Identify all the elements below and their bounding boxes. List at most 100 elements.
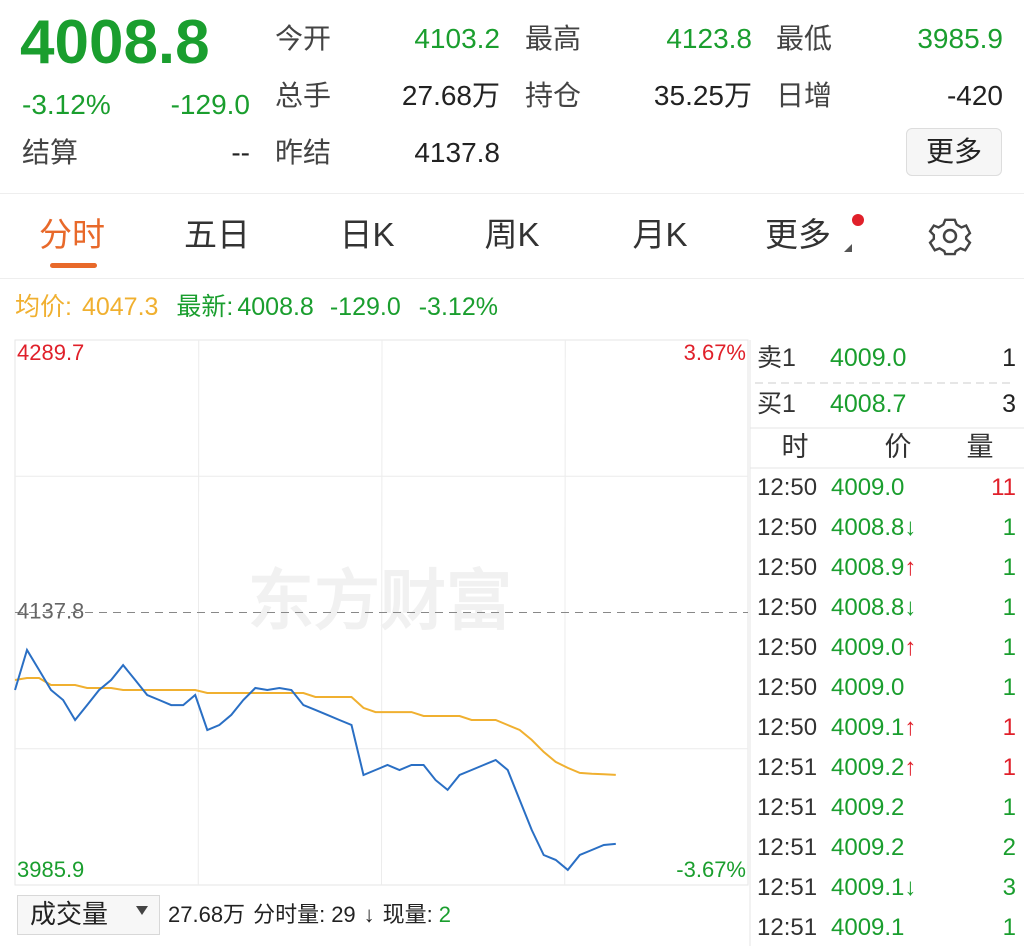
- current-value: 2: [438, 902, 452, 927]
- tab[interactable]: 月K: [632, 216, 688, 253]
- book-price: 4008.7: [830, 390, 907, 418]
- field-value: 4103.2: [414, 23, 500, 54]
- volume-selector[interactable]: 成交量: [30, 899, 109, 929]
- trade-time: 12:50: [757, 554, 818, 581]
- trade-price: 4009.1: [831, 914, 905, 941]
- y2-tick-label: -3.67%: [676, 857, 746, 882]
- column-header: 量: [966, 432, 994, 462]
- field-value: 4137.8: [414, 137, 500, 168]
- trade-time: 12:51: [757, 754, 818, 781]
- field-label: 持仓: [525, 80, 582, 111]
- latest-value: 4008.8: [237, 293, 314, 321]
- trade-price-cell: 4009.1↑: [831, 714, 916, 743]
- field-label: 昨结: [275, 137, 332, 168]
- trade-volume: 1: [1002, 594, 1016, 621]
- tab[interactable]: 更多: [765, 216, 831, 253]
- trade-volume: 1: [1002, 514, 1016, 541]
- latest-change: -129.0: [329, 293, 401, 321]
- dropdown-caret: [136, 906, 148, 915]
- trade-price: 4008.8: [831, 514, 905, 541]
- trade-price-cell: 4008.8↓: [831, 594, 916, 623]
- y-tick-label: 4137.8: [17, 598, 84, 623]
- trade-price-cell: 4008.8↓: [831, 514, 916, 543]
- tab[interactable]: 分时: [39, 216, 105, 253]
- red-dot: [852, 214, 864, 226]
- trade-volume: 1: [1002, 754, 1016, 781]
- trade-volume: 1: [1002, 714, 1016, 741]
- trade-price-cell: 4009.0: [831, 474, 904, 503]
- trade-arrow: ↓: [904, 514, 917, 541]
- trade-volume: 1: [1002, 794, 1016, 821]
- column-header: 价: [884, 432, 912, 462]
- last-price: 4008.8: [20, 8, 210, 77]
- trade-time: 12:50: [757, 514, 818, 541]
- book-side: 卖1: [757, 344, 796, 372]
- interval-value: 29: [331, 902, 356, 927]
- trade-arrow: ↑: [904, 634, 917, 661]
- latest-pct: -3.12%: [418, 293, 498, 321]
- trade-price-cell: 4009.1: [831, 914, 904, 943]
- trade-arrow: ↓: [904, 594, 917, 621]
- tab[interactable]: 周K: [484, 216, 540, 253]
- trade-arrow: ↑: [904, 714, 917, 741]
- book-volume: 3: [1002, 390, 1016, 418]
- tab-underline: [50, 263, 97, 268]
- y-tick-label: 3985.9: [17, 857, 84, 882]
- series-line: [14, 677, 616, 776]
- trade-arrow: ↑: [904, 554, 917, 581]
- field-label: 总手: [275, 80, 332, 111]
- change: -129.0: [170, 89, 250, 120]
- field-label: 最高: [525, 23, 582, 54]
- more-button[interactable]: 更多: [906, 128, 1002, 176]
- field-value: 4123.8: [666, 23, 752, 54]
- trade-time: 12:50: [757, 474, 818, 501]
- field-value: 3985.9: [917, 23, 1003, 54]
- trade-price-cell: 4009.2: [831, 834, 904, 863]
- y2-tick-label: 3.67%: [684, 340, 746, 365]
- trade-price: 4009.0: [831, 674, 905, 701]
- trade-price: 4009.2: [831, 794, 905, 821]
- trade-price: 4009.2: [831, 834, 905, 861]
- field-value: 27.68万: [401, 80, 500, 111]
- tab[interactable]: 五日: [184, 216, 250, 253]
- avg-label: 均价:: [15, 293, 72, 321]
- trade-price-cell: 4009.2↑: [831, 754, 916, 783]
- column-header: 时: [781, 432, 809, 462]
- field-value: -420: [946, 80, 1003, 111]
- volume-selector-box[interactable]: [17, 895, 160, 935]
- trade-volume: 1: [1002, 554, 1016, 581]
- trade-volume: 11: [991, 474, 1016, 501]
- tab[interactable]: 日K: [339, 216, 395, 253]
- book-price: 4009.0: [830, 344, 907, 372]
- trade-price: 4009.0: [831, 634, 905, 661]
- trade-time: 12:50: [757, 674, 818, 701]
- trade-volume: 3: [1002, 874, 1016, 901]
- trade-price: 4008.8: [831, 594, 905, 621]
- trade-price-cell: 4009.0: [831, 674, 904, 703]
- trade-time: 12:51: [757, 914, 818, 941]
- volume-info: 27.68万 分时量: 29 ↓ 现量: 2: [168, 902, 451, 928]
- trade-volume: 1: [1002, 674, 1016, 701]
- corner-mark: [844, 244, 852, 252]
- trade-volume: 1: [1002, 914, 1016, 941]
- y-tick-label: 4289.7: [17, 340, 84, 365]
- trade-time: 12:51: [757, 794, 818, 821]
- trade-time: 12:51: [757, 874, 818, 901]
- trade-time: 12:50: [757, 634, 818, 661]
- trade-time: 12:50: [757, 714, 818, 741]
- settings-icon[interactable]: [928, 218, 972, 256]
- field-label: 今开: [275, 23, 332, 54]
- trade-volume: 1: [1002, 634, 1016, 661]
- latest-label: 最新:: [176, 293, 234, 321]
- series-line: [14, 647, 616, 872]
- field-label: 日增: [776, 80, 833, 111]
- trade-volume: 2: [1002, 834, 1016, 861]
- trade-price-cell: 4009.2: [831, 794, 904, 823]
- trade-arrow: ↓: [904, 874, 917, 901]
- trade-price-cell: 4008.9↑: [831, 554, 916, 583]
- field-value: --: [231, 137, 250, 168]
- avg-value: 4047.3: [81, 293, 159, 321]
- change-pct: -3.12%: [22, 89, 111, 120]
- trade-price: 4009.1: [831, 874, 905, 901]
